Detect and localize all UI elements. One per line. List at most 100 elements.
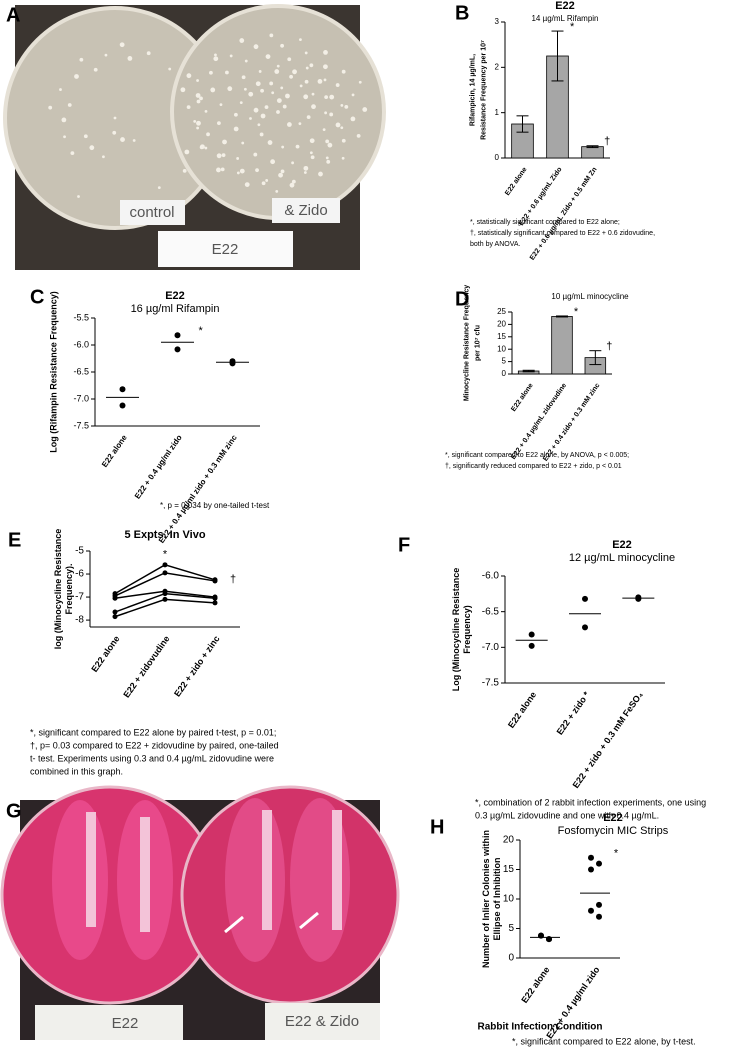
inhibition-ellipse bbox=[52, 800, 108, 960]
arrow bbox=[224, 915, 244, 934]
colony bbox=[225, 70, 229, 75]
colony bbox=[326, 159, 331, 164]
colony bbox=[217, 121, 221, 126]
colony bbox=[182, 168, 187, 173]
colony bbox=[291, 161, 295, 165]
colony bbox=[276, 98, 282, 104]
colony bbox=[204, 146, 208, 150]
colony bbox=[306, 115, 311, 120]
chart-title: E22 bbox=[555, 0, 575, 12]
colony bbox=[199, 145, 204, 150]
x-tick-label: E22 + zidovudine bbox=[121, 634, 171, 700]
colony bbox=[255, 81, 261, 87]
chart-title: 10 µg/mL minocycline bbox=[551, 292, 629, 301]
colony bbox=[289, 182, 295, 188]
y-axis-label: Minocycline Resistance Frequency bbox=[463, 285, 470, 401]
photo-a: control & Zido E22 bbox=[3, 4, 386, 270]
colony bbox=[243, 87, 247, 91]
colony bbox=[265, 54, 271, 60]
label-card bbox=[265, 1003, 380, 1040]
colony bbox=[287, 122, 292, 127]
x-tick-label: E22 alone bbox=[504, 166, 529, 197]
y-tick-label: -5 bbox=[75, 546, 84, 557]
colony bbox=[270, 159, 276, 165]
y-tick-label: 20 bbox=[503, 835, 515, 846]
y-tick-label: 1 bbox=[495, 108, 500, 117]
colony bbox=[48, 105, 53, 110]
colony bbox=[249, 117, 252, 120]
panel-label: C bbox=[30, 286, 44, 308]
colony bbox=[281, 145, 285, 149]
y-tick-label: -6 bbox=[75, 569, 84, 580]
photo-g: E22 E22 & Zido bbox=[0, 785, 400, 1040]
mic-strip bbox=[140, 817, 150, 932]
y-axis-label: log (Minocycline Resistance bbox=[53, 529, 63, 650]
colony bbox=[213, 56, 219, 62]
chart-title: E22 bbox=[603, 812, 623, 824]
colony bbox=[209, 70, 213, 75]
colony bbox=[329, 94, 335, 100]
colony bbox=[74, 74, 79, 79]
colony bbox=[253, 107, 259, 113]
x-tick-label: E22 + 0.4 µg/ml zido bbox=[133, 433, 184, 500]
dot bbox=[582, 624, 588, 631]
colony bbox=[93, 67, 98, 72]
panel-label: B bbox=[455, 2, 469, 24]
y-tick-label: -6.5 bbox=[482, 606, 500, 617]
x-tick-label: E22 alone bbox=[100, 433, 129, 469]
dot bbox=[174, 332, 181, 339]
dot bbox=[212, 595, 218, 601]
colony bbox=[79, 57, 84, 62]
y-tick-label: -5.5 bbox=[73, 312, 89, 322]
photo-label: & Zido bbox=[284, 202, 327, 219]
y-tick-label: 10 bbox=[497, 344, 506, 353]
dot bbox=[162, 562, 168, 568]
colony bbox=[317, 78, 323, 84]
y-tick-label: 5 bbox=[508, 923, 514, 934]
dot bbox=[635, 595, 642, 602]
inhibition-ellipse bbox=[225, 798, 285, 962]
colony bbox=[327, 142, 333, 148]
x-tick-label: E22 + 0.4 µg/mL zidovudine bbox=[510, 382, 568, 461]
colony bbox=[303, 94, 309, 100]
colony bbox=[358, 80, 362, 84]
y-tick-label: 0 bbox=[495, 153, 500, 162]
dot bbox=[528, 631, 535, 638]
x-tick-label: E22 alone bbox=[519, 965, 551, 1005]
label-card bbox=[35, 1005, 183, 1040]
x-tick-label: E22 + zido + zinc bbox=[172, 634, 222, 699]
colony bbox=[323, 49, 328, 55]
colony bbox=[222, 139, 227, 145]
colony bbox=[89, 145, 95, 151]
y-tick-label: 3 bbox=[495, 17, 500, 26]
y-axis-label: per 10⁷ cfu bbox=[474, 325, 481, 361]
colony bbox=[260, 88, 264, 93]
colony bbox=[184, 149, 190, 155]
significance-marker: * bbox=[198, 325, 203, 337]
y-axis-label: Ellipse of Inhibition bbox=[492, 858, 502, 941]
colony bbox=[309, 138, 315, 144]
colony bbox=[258, 70, 262, 73]
x-axis-label: Rabbit Infection Condition bbox=[478, 1022, 603, 1033]
colony bbox=[206, 132, 210, 137]
colony bbox=[341, 156, 345, 160]
colony bbox=[180, 87, 186, 93]
colony bbox=[120, 137, 125, 142]
y-tick-label: -6.5 bbox=[73, 366, 89, 376]
colony bbox=[311, 92, 315, 96]
colony bbox=[257, 123, 261, 127]
label-card bbox=[272, 198, 340, 223]
colony bbox=[325, 156, 329, 160]
bar bbox=[551, 316, 573, 375]
dot bbox=[588, 854, 594, 861]
colony bbox=[239, 38, 245, 43]
panel-label: H bbox=[430, 816, 444, 838]
colony bbox=[196, 126, 200, 130]
colony bbox=[157, 186, 161, 189]
y-tick-label: 15 bbox=[497, 332, 506, 341]
colony bbox=[132, 139, 136, 142]
photo-label: control bbox=[129, 204, 174, 221]
y-tick-label: -7.5 bbox=[482, 678, 500, 689]
y-tick-label: 25 bbox=[497, 307, 506, 316]
